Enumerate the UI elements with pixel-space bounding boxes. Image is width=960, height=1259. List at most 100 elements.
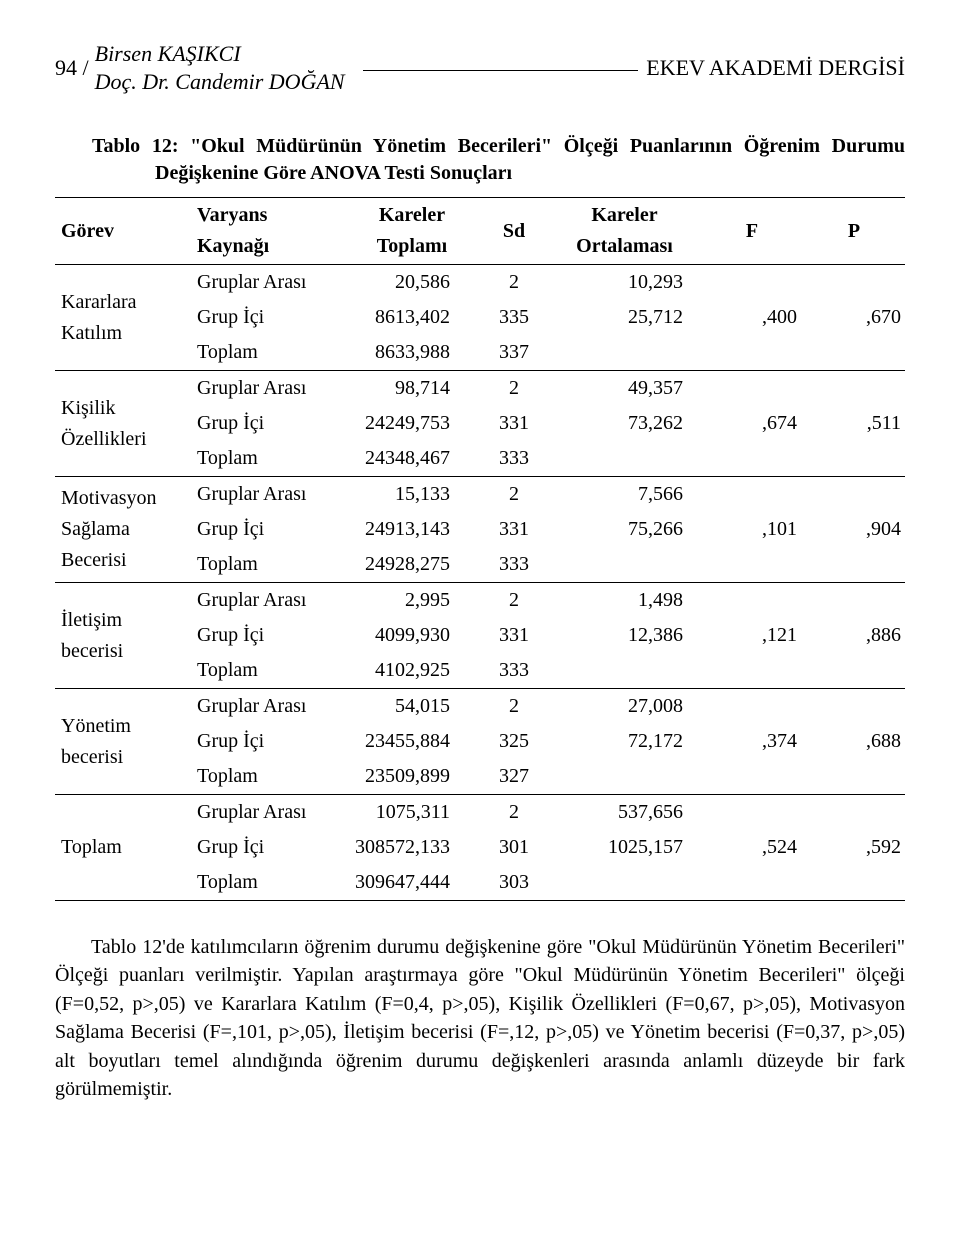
author-block: Birsen KAŞIKCI Doç. Dr. Candemir DOĞAN [95,40,355,95]
cell [701,689,803,725]
cell [803,441,905,477]
cell [701,265,803,301]
cell [701,583,803,619]
cell: 24348,467 [344,441,480,477]
group-label: Yönetim becerisi [55,689,191,795]
cell: ,101 [701,512,803,547]
table-row: Motivasyon Sağlama BecerisiGruplar Arası… [55,477,905,513]
col-ko-l1: Kareler [591,204,657,226]
cell: 54,015 [344,689,480,725]
col-f: F [701,198,803,265]
cell: 8613,402 [344,300,480,335]
cell: 49,357 [548,371,701,407]
cell: Grup İçi [191,618,344,653]
cell [548,441,701,477]
cell: 333 [480,653,548,689]
cell: 4102,925 [344,653,480,689]
cell [803,795,905,831]
page-header: 94 / Birsen KAŞIKCI Doç. Dr. Candemir DO… [55,40,905,95]
cell: 308572,133 [344,830,480,865]
col-vk: Varyans Kaynağı [191,198,344,265]
cell: 15,133 [344,477,480,513]
cell: 303 [480,865,548,901]
cell: 1075,311 [344,795,480,831]
cell [701,865,803,901]
col-ko-l2: Ortalaması [576,235,673,257]
cell: 73,262 [548,406,701,441]
cell [803,865,905,901]
group-label: Motivasyon Sağlama Becerisi [55,477,191,583]
cell: 20,586 [344,265,480,301]
cell: 335 [480,300,548,335]
cell: 333 [480,547,548,583]
cell [701,441,803,477]
cell: 325 [480,724,548,759]
cell: ,524 [701,830,803,865]
cell: ,674 [701,406,803,441]
cell: 24913,143 [344,512,480,547]
cell: ,592 [803,830,905,865]
cell [548,335,701,371]
cell: ,670 [803,300,905,335]
cell: 98,714 [344,371,480,407]
cell: 309647,444 [344,865,480,901]
group-label: Kişilik Özellikleri [55,371,191,477]
cell [701,371,803,407]
cell [803,335,905,371]
cell: 2 [480,371,548,407]
cell [803,265,905,301]
cell: 2 [480,583,548,619]
cell: Grup İçi [191,300,344,335]
cell: 4099,930 [344,618,480,653]
header-rule [363,70,639,71]
table-header-row: Görev Varyans Kaynağı Kareler Toplamı Sd… [55,198,905,265]
group-label: İletişim becerisi [55,583,191,689]
cell [701,477,803,513]
cell: Toplam [191,653,344,689]
cell [803,583,905,619]
group-label: Kararlara Katılım [55,265,191,371]
cell: 333 [480,441,548,477]
cell: ,904 [803,512,905,547]
cell: 537,656 [548,795,701,831]
caption-text: "Okul Müdürünün Yönetim Becerileri" Ölçe… [155,135,905,184]
table-row: İletişim becerisiGruplar Arası2,99521,49… [55,583,905,619]
table-caption: Tablo 12: "Okul Müdürünün Yönetim Beceri… [55,133,905,187]
cell: 12,386 [548,618,701,653]
cell: Grup İçi [191,512,344,547]
table-row: Kişilik ÖzellikleriGruplar Arası98,71424… [55,371,905,407]
col-kt-l1: Kareler [379,204,445,226]
cell: 337 [480,335,548,371]
cell: 331 [480,406,548,441]
cell [548,547,701,583]
cell: 2,995 [344,583,480,619]
cell: 75,266 [548,512,701,547]
cell: Toplam [191,547,344,583]
cell [803,653,905,689]
cell: Grup İçi [191,724,344,759]
cell: 23455,884 [344,724,480,759]
col-p: P [803,198,905,265]
table-row: Yönetim becerisiGruplar Arası54,015227,0… [55,689,905,725]
cell: Grup İçi [191,830,344,865]
col-sd: Sd [480,198,548,265]
col-ko: Kareler Ortalaması [548,198,701,265]
cell: Gruplar Arası [191,371,344,407]
cell: ,688 [803,724,905,759]
cell [803,759,905,795]
cell [548,653,701,689]
cell [701,335,803,371]
cell: 25,712 [548,300,701,335]
cell [803,477,905,513]
cell: 23509,899 [344,759,480,795]
cell: 2 [480,689,548,725]
table-row: Kararlara KatılımGruplar Arası20,586210,… [55,265,905,301]
cell: 8633,988 [344,335,480,371]
cell: Toplam [191,441,344,477]
anova-table: Görev Varyans Kaynağı Kareler Toplamı Sd… [55,197,905,901]
col-vk-l1: Varyans [197,204,267,226]
cell: ,374 [701,724,803,759]
cell: 24249,753 [344,406,480,441]
cell: Gruplar Arası [191,583,344,619]
caption-label: Tablo 12: [92,135,179,157]
